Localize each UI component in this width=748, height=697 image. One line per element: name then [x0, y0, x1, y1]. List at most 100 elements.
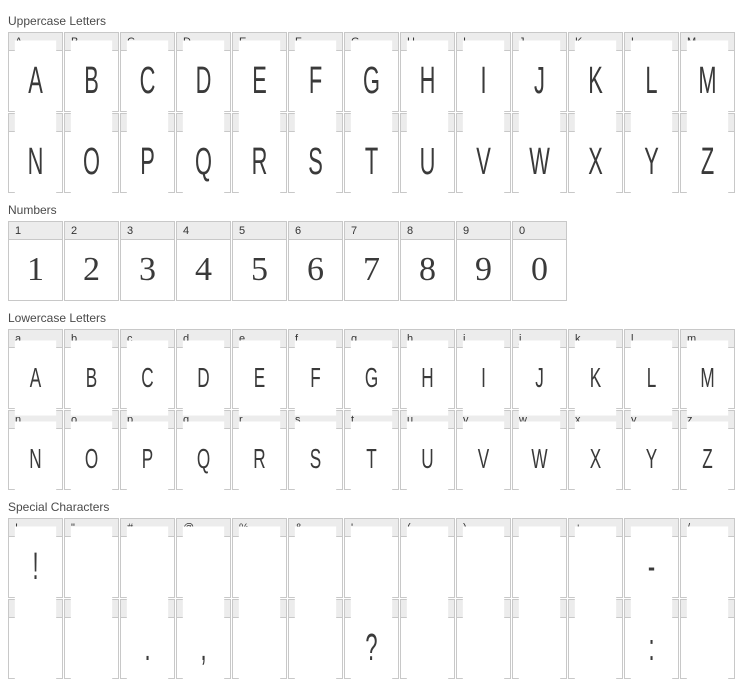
char-cell[interactable]: VV — [456, 113, 511, 193]
char-cell[interactable]: 44 — [176, 221, 231, 301]
char-cell[interactable]: UU — [400, 113, 455, 193]
char-cell[interactable]: $ — [400, 599, 455, 679]
char-cell[interactable]: FF — [288, 32, 343, 112]
char-cell[interactable]: 33 — [120, 221, 175, 301]
char-cell[interactable]: iI — [456, 329, 511, 409]
char-label: 3 — [121, 222, 174, 240]
char-cell[interactable]: DD — [176, 32, 231, 112]
char-cell[interactable]: * — [8, 599, 63, 679]
char-cell[interactable]: cC — [120, 329, 175, 409]
char-cell[interactable]: YY — [624, 113, 679, 193]
char-cell[interactable]: fF — [288, 329, 343, 409]
char-cell[interactable]: eE — [232, 329, 287, 409]
char-cell[interactable]: nN — [8, 410, 63, 490]
char-cell[interactable]: { — [232, 599, 287, 679]
char-cell[interactable]: mM — [680, 329, 735, 409]
char-cell[interactable]: OO — [64, 113, 119, 193]
char-cell[interactable]: HH — [400, 32, 455, 112]
char-cell[interactable]: aA — [8, 329, 63, 409]
char-cell[interactable]: € — [456, 599, 511, 679]
char-glyph — [407, 608, 448, 689]
char-glyph: V — [463, 422, 504, 497]
char-glyph: , — [183, 608, 224, 689]
char-glyph — [351, 527, 392, 608]
char-cell[interactable]: " — [64, 518, 119, 598]
char-cell[interactable]: yY — [624, 410, 679, 490]
char-cell[interactable]: uU — [400, 410, 455, 490]
char-cell[interactable]: LL — [624, 32, 679, 112]
char-cell[interactable]: ~ — [512, 518, 567, 598]
char-cell[interactable]: 99 — [456, 221, 511, 301]
char-cell[interactable]: 00 — [512, 221, 567, 301]
char-cell[interactable]: > — [568, 599, 623, 679]
char-cell[interactable]: TT — [344, 113, 399, 193]
char-cell[interactable]: 55 — [232, 221, 287, 301]
char-cell[interactable]: GG — [344, 32, 399, 112]
char-cell[interactable]: % — [232, 518, 287, 598]
char-cell[interactable]: PP — [120, 113, 175, 193]
char-cell[interactable]: 88 — [400, 221, 455, 301]
char-cell[interactable]: ' — [344, 518, 399, 598]
char-cell[interactable]: 22 — [64, 221, 119, 301]
char-cell[interactable]: hH — [400, 329, 455, 409]
char-cell[interactable]: rR — [232, 410, 287, 490]
char-cell[interactable]: ,, — [176, 599, 231, 679]
char-cell[interactable]: :: — [624, 599, 679, 679]
char-cell[interactable]: jJ — [512, 329, 567, 409]
char-cell[interactable]: / — [680, 518, 735, 598]
char-cell[interactable]: 11 — [8, 221, 63, 301]
char-glyph: H — [407, 41, 448, 122]
char-cell[interactable]: NN — [8, 113, 63, 193]
char-glyph — [407, 527, 448, 608]
char-cell[interactable]: } — [288, 599, 343, 679]
char-cell[interactable]: xX — [568, 410, 623, 490]
char-cell[interactable]: KK — [568, 32, 623, 112]
char-cell[interactable]: !! — [8, 518, 63, 598]
char-cell[interactable]: AA — [8, 32, 63, 112]
char-cell[interactable]: wW — [512, 410, 567, 490]
char-cell[interactable]: II — [456, 32, 511, 112]
char-glyph: F — [295, 41, 336, 122]
char-cell[interactable]: 77 — [344, 221, 399, 301]
char-glyph: D — [183, 41, 224, 122]
char-glyph: 5 — [233, 240, 286, 300]
char-cell[interactable]: lL — [624, 329, 679, 409]
char-cell[interactable]: BB — [64, 32, 119, 112]
char-cell[interactable]: XX — [568, 113, 623, 193]
char-cell[interactable]: qQ — [176, 410, 231, 490]
char-cell[interactable]: sS — [288, 410, 343, 490]
char-cell[interactable]: tT — [344, 410, 399, 490]
char-cell[interactable]: -- — [624, 518, 679, 598]
char-cell[interactable]: oO — [64, 410, 119, 490]
char-cell[interactable]: < — [512, 599, 567, 679]
char-cell[interactable]: RR — [232, 113, 287, 193]
char-cell[interactable]: & — [288, 518, 343, 598]
char-cell[interactable]: EE — [232, 32, 287, 112]
char-cell[interactable]: pP — [120, 410, 175, 490]
char-cell[interactable]: kK — [568, 329, 623, 409]
char-glyph: S — [295, 422, 336, 497]
char-cell[interactable]: CC — [120, 32, 175, 112]
char-cell[interactable]: .. — [120, 599, 175, 679]
char-cell[interactable]: ( — [400, 518, 455, 598]
char-cell[interactable]: dD — [176, 329, 231, 409]
char-label: 9 — [457, 222, 510, 240]
char-cell[interactable]: © — [680, 599, 735, 679]
char-cell[interactable]: JJ — [512, 32, 567, 112]
char-cell[interactable]: SS — [288, 113, 343, 193]
char-cell[interactable]: 66 — [288, 221, 343, 301]
char-cell[interactable]: ) — [456, 518, 511, 598]
char-cell[interactable]: ZZ — [680, 113, 735, 193]
char-cell[interactable]: WW — [512, 113, 567, 193]
char-cell[interactable]: bB — [64, 329, 119, 409]
char-cell[interactable]: ?? — [344, 599, 399, 679]
char-cell[interactable]: QQ — [176, 113, 231, 193]
char-cell[interactable]: + — [568, 518, 623, 598]
char-cell[interactable]: zZ — [680, 410, 735, 490]
char-cell[interactable]: # — [120, 518, 175, 598]
char-cell[interactable]: @ — [176, 518, 231, 598]
char-cell[interactable]: MM — [680, 32, 735, 112]
char-cell[interactable]: vV — [456, 410, 511, 490]
char-cell[interactable]: gG — [344, 329, 399, 409]
char-cell[interactable]: = — [64, 599, 119, 679]
